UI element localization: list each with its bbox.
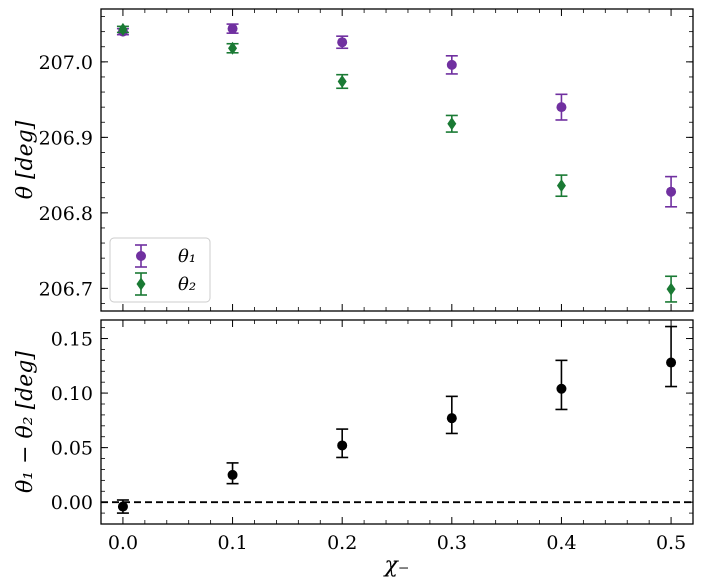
legend: θ₁ θ₂ [109,237,211,303]
x-tick-label: 0.3 [437,532,467,554]
data-point-circle [227,23,238,34]
y-tick-label: 206.8 [39,203,93,225]
x-tick-label: 0.4 [546,532,576,554]
y-axis-label: θ [deg] [13,120,38,199]
data-point-circle [117,501,128,512]
data-point-diamond [447,117,457,131]
bottom-panel: 0.0 0.1 0.2 0.3 0.4 0.5 0.00 0.05 0.10 0.15 θ₁ − θ… [13,319,694,578]
y-tick-label: 0.10 [51,383,93,405]
data-point-circle [227,469,238,480]
legend-marker-diamond [136,277,146,291]
data-point-circle [337,440,348,451]
y-tick-label: 0.05 [51,438,93,460]
data-point-diamond [228,41,238,55]
plot-frame [100,319,694,525]
y-tick-label: 206.7 [39,278,93,300]
legend-label: θ₂ [178,274,196,295]
data-point-diamond [118,22,128,36]
plot-frame [100,8,694,312]
data-point-circle [666,357,677,368]
data-point-diamond [666,282,676,296]
data-point-circle [666,186,677,197]
y-tick-label: 207.0 [39,52,93,74]
data-point-circle [556,383,567,394]
x-tick-label: 0.2 [327,532,357,554]
y-tick-label: 206.9 [39,127,93,149]
legend-box [109,237,211,303]
x-tick-label: 0.1 [217,532,247,554]
y-tick-label: 0.00 [51,492,93,514]
data-point-circle [446,59,457,70]
legend-marker-circle [136,251,146,261]
data-point-circle [446,413,457,424]
data-point-circle [337,37,348,48]
data-point-diamond [337,74,347,88]
y-tick-label: 0.15 [51,329,93,351]
x-tick-label: 0.0 [108,532,138,554]
y-axis-label: θ₁ − θ₂ [deg] [13,351,38,493]
top-panel: 206.7 206.8 206.9 207.0 θ [deg] θ₁ θ₂ [13,8,694,312]
x-tick-label: 0.5 [656,532,686,554]
data-point-circle [556,102,567,113]
x-axis-label: χ₋ [383,553,410,578]
data-point-diamond [556,179,566,193]
legend-label: θ₁ [178,246,196,267]
